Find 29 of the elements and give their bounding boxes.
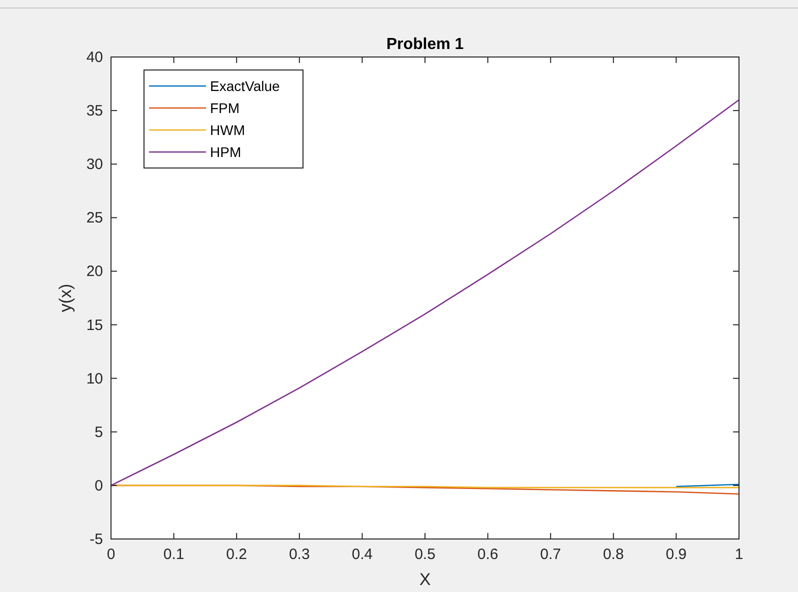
chart-title: Problem 1 [386, 36, 464, 53]
x-tick-label: 0.2 [226, 546, 248, 563]
x-tick-label: 1 [734, 546, 744, 563]
y-tick-label: 15 [86, 316, 103, 334]
y-tick-label: 20 [86, 263, 103, 280]
x-tick-label: 0.5 [414, 546, 436, 563]
x-tick-label: 0.4 [352, 546, 373, 563]
legend-label: ExactValue [210, 78, 280, 94]
y-tick-label: 0 [94, 477, 103, 494]
x-tick-label: 0.6 [477, 546, 498, 563]
line-series [110, 99, 740, 486]
y-tick-label: 35 [86, 102, 103, 120]
legend-label: HPM [210, 144, 242, 160]
x-tick-label: 0.9 [666, 546, 687, 563]
x-tick-label: 0.8 [602, 546, 624, 563]
x-axis-title: X [419, 570, 431, 589]
y-tick-label: -5 [90, 531, 103, 548]
y-axis-title: y(x) [56, 284, 75, 312]
y-tick-label: 25 [86, 210, 103, 227]
y-tick-label: 40 [86, 49, 103, 66]
y-tick-label: 30 [86, 156, 103, 174]
legend-label: FPM [210, 100, 240, 116]
y-tick-label: 10 [86, 370, 103, 388]
x-tick-label: 0.3 [288, 546, 310, 563]
x-tick-label: 0.1 [163, 546, 184, 563]
y-tick-label: 5 [94, 424, 103, 441]
x-tick-label: 0 [106, 546, 116, 563]
legend-label: HWM [210, 122, 245, 138]
x-tick-label: 0.7 [540, 546, 562, 563]
